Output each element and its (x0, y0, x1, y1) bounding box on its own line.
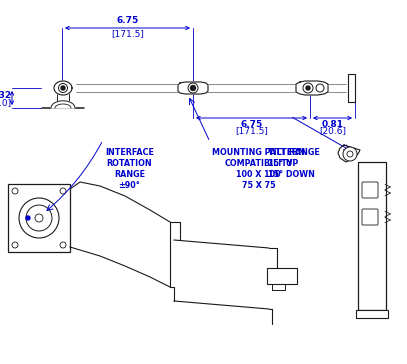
Circle shape (347, 151, 353, 157)
Text: 0.81: 0.81 (322, 120, 344, 129)
Polygon shape (296, 81, 328, 95)
Text: [171.5]: [171.5] (111, 29, 144, 38)
Bar (348, 74, 355, 102)
Text: TILT RANGE
15° UP
15° DOWN: TILT RANGE 15° UP 15° DOWN (268, 148, 320, 179)
Circle shape (188, 83, 198, 93)
Text: 6.75: 6.75 (116, 16, 139, 25)
Polygon shape (54, 81, 72, 95)
Circle shape (26, 205, 52, 231)
Text: 6.75: 6.75 (241, 120, 263, 129)
Text: INTERFACE
ROTATION
RANGE
±90°: INTERFACE ROTATION RANGE ±90° (105, 148, 154, 190)
Circle shape (190, 86, 195, 91)
Circle shape (12, 188, 18, 194)
Circle shape (59, 83, 68, 92)
Circle shape (60, 242, 66, 248)
Circle shape (303, 83, 313, 93)
Bar (358, 162, 386, 310)
Bar (356, 310, 388, 318)
Bar (267, 268, 297, 284)
Bar (8, 184, 70, 252)
Circle shape (26, 216, 30, 220)
Polygon shape (178, 82, 208, 94)
FancyBboxPatch shape (362, 209, 378, 225)
Circle shape (61, 86, 65, 90)
Polygon shape (338, 145, 360, 162)
Circle shape (19, 198, 59, 238)
Circle shape (35, 214, 43, 222)
Circle shape (306, 86, 310, 90)
Circle shape (343, 147, 357, 161)
Text: [20.6]: [20.6] (319, 126, 346, 135)
Circle shape (316, 84, 324, 92)
FancyBboxPatch shape (362, 182, 378, 198)
Polygon shape (51, 101, 75, 108)
Circle shape (12, 242, 18, 248)
Text: [59.0]: [59.0] (0, 99, 11, 107)
Text: [171.5]: [171.5] (235, 126, 268, 135)
Text: 2.32: 2.32 (0, 91, 11, 100)
Circle shape (60, 188, 66, 194)
Text: MOUNTING PATTERN
COMPATIBILITY
100 X 100
75 X 75: MOUNTING PATTERN COMPATIBILITY 100 X 100… (212, 148, 305, 190)
